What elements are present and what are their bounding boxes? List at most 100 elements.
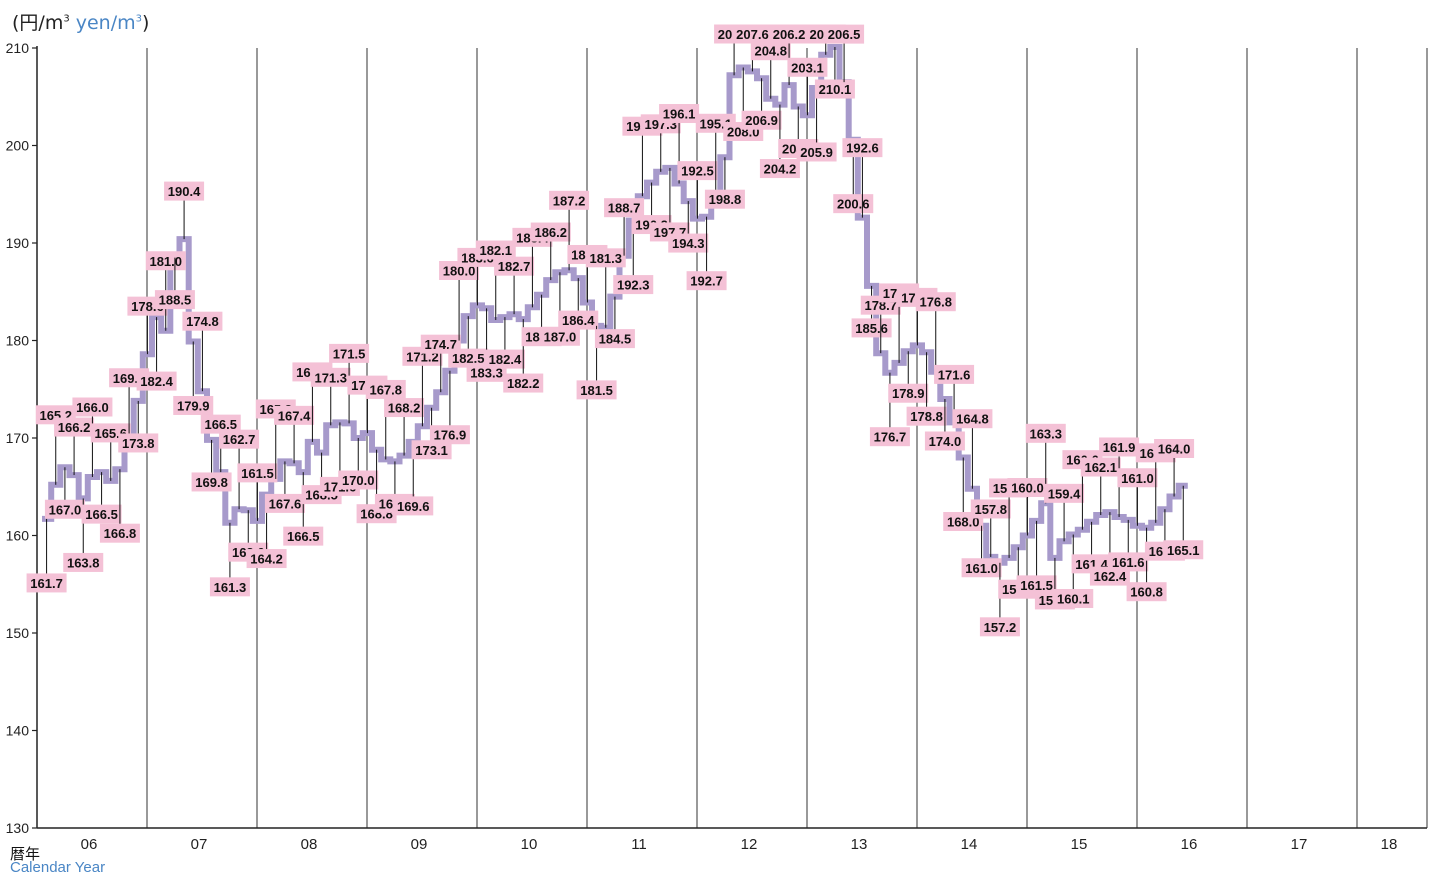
value-label-bg [1099, 437, 1140, 457]
value-label-bg [219, 429, 260, 449]
value-label: 176.7 [874, 430, 907, 445]
value-label: 187.2 [553, 193, 586, 208]
value-label-bg [530, 222, 571, 242]
y-tick-label: 170 [6, 430, 30, 446]
value-label: 160.8 [1130, 585, 1163, 600]
value-label-bg [613, 275, 654, 295]
value-label: 186.2 [534, 225, 567, 240]
value-label: 164.2 [250, 552, 283, 567]
value-label-bg [484, 349, 525, 369]
value-label-bg [1163, 540, 1204, 560]
value-label-bg [209, 577, 250, 597]
value-label-bg [429, 425, 470, 445]
x-tick-label: 08 [301, 836, 318, 853]
value-label-bg [1108, 552, 1149, 572]
value-label-bg [54, 417, 95, 437]
value-label: 174.8 [186, 314, 219, 329]
value-label: 167.0 [49, 502, 82, 517]
value-label-bg [769, 24, 810, 44]
value-label: 168.2 [388, 401, 421, 416]
value-label-bg [659, 104, 700, 124]
value-label-bg [759, 159, 800, 179]
value-label: 181.5 [580, 383, 613, 398]
value-label: 166.8 [104, 526, 137, 541]
value-label-bg [393, 496, 434, 516]
value-label: 166.5 [287, 529, 320, 544]
value-label: 161.6 [1112, 555, 1145, 570]
value-label-bg [594, 329, 635, 349]
value-label: 166.5 [85, 507, 118, 522]
value-label: 180.0 [443, 264, 476, 279]
value-label-bg [338, 470, 379, 490]
x-axis-label-ja: 暦年 [10, 845, 41, 863]
value-label: 205.9 [800, 145, 833, 160]
value-label-bg [164, 181, 205, 201]
value-label: 174.7 [424, 337, 457, 352]
value-label-bg [787, 57, 828, 77]
value-label: 183.3 [470, 365, 503, 380]
x-tick-label: 07 [191, 836, 208, 853]
value-label-bg [558, 310, 599, 330]
value-label-bg [274, 405, 315, 425]
value-label: 182.4 [140, 374, 173, 389]
value-label-bg [81, 504, 122, 524]
value-label: 182.7 [498, 259, 531, 274]
y-tick-label: 210 [6, 40, 30, 56]
value-label-bg [264, 493, 305, 513]
x-tick-label: 11 [631, 836, 647, 853]
value-label: 162.1 [1084, 460, 1117, 475]
value-label-bg [1025, 423, 1066, 443]
value-label-bg [824, 24, 865, 44]
value-label: 159.4 [1048, 486, 1081, 501]
value-label-bg [924, 431, 965, 451]
value-label: 160.0 [1011, 481, 1044, 496]
value-label: 169.8 [195, 475, 228, 490]
value-label: 157.2 [984, 620, 1017, 635]
value-label-bg [952, 409, 993, 429]
value-label-bg [191, 472, 232, 492]
value-label-bg [1126, 582, 1167, 602]
value-label-bg [1117, 468, 1158, 488]
value-label: 198.8 [709, 192, 742, 207]
value-label: 185.6 [855, 321, 888, 336]
value-label: 194.3 [672, 236, 705, 251]
y-tick-label: 180 [6, 333, 30, 349]
value-label-bg [200, 414, 241, 434]
x-tick-label: 09 [411, 836, 428, 853]
value-label-bg [842, 138, 883, 158]
value-label-bg [549, 190, 590, 210]
value-label: 170.0 [342, 473, 375, 488]
value-label: 192.5 [681, 164, 714, 179]
value-label-bg [833, 194, 874, 214]
x-tick-label: 12 [741, 836, 758, 853]
value-label-bg [1053, 589, 1094, 609]
value-label: 164.0 [1158, 442, 1191, 457]
x-tick-label: 18 [1381, 836, 1398, 853]
value-label-bg [154, 290, 195, 310]
value-label-bg [173, 395, 214, 415]
value-label-bg [1154, 439, 1195, 458]
value-label: 206.9 [745, 113, 778, 128]
value-label: 192.3 [617, 278, 650, 293]
value-label: 169.6 [397, 499, 430, 514]
value-label: 161.7 [30, 576, 63, 591]
value-label: 161.9 [1103, 440, 1136, 455]
value-label-bg [970, 499, 1011, 519]
value-label: 188.5 [159, 293, 192, 308]
value-label: 188.7 [608, 201, 641, 216]
value-label: 196.1 [663, 107, 696, 122]
value-label: 171.6 [938, 367, 971, 382]
value-label-bg [539, 326, 580, 346]
value-label: 192.7 [690, 274, 723, 289]
value-label-bg [796, 142, 837, 162]
value-label: 161.5 [1020, 578, 1053, 593]
value-label: 178.8 [910, 409, 943, 424]
value-label: 162.7 [223, 432, 256, 447]
value-label: 206.2 [773, 27, 806, 42]
value-label-bg [118, 433, 159, 453]
value-label: 210.1 [819, 82, 852, 97]
value-label: 164.8 [956, 412, 989, 427]
value-label: 204.2 [764, 162, 797, 177]
x-tick-label: 16 [1181, 836, 1198, 853]
value-label: 192.6 [846, 141, 879, 156]
